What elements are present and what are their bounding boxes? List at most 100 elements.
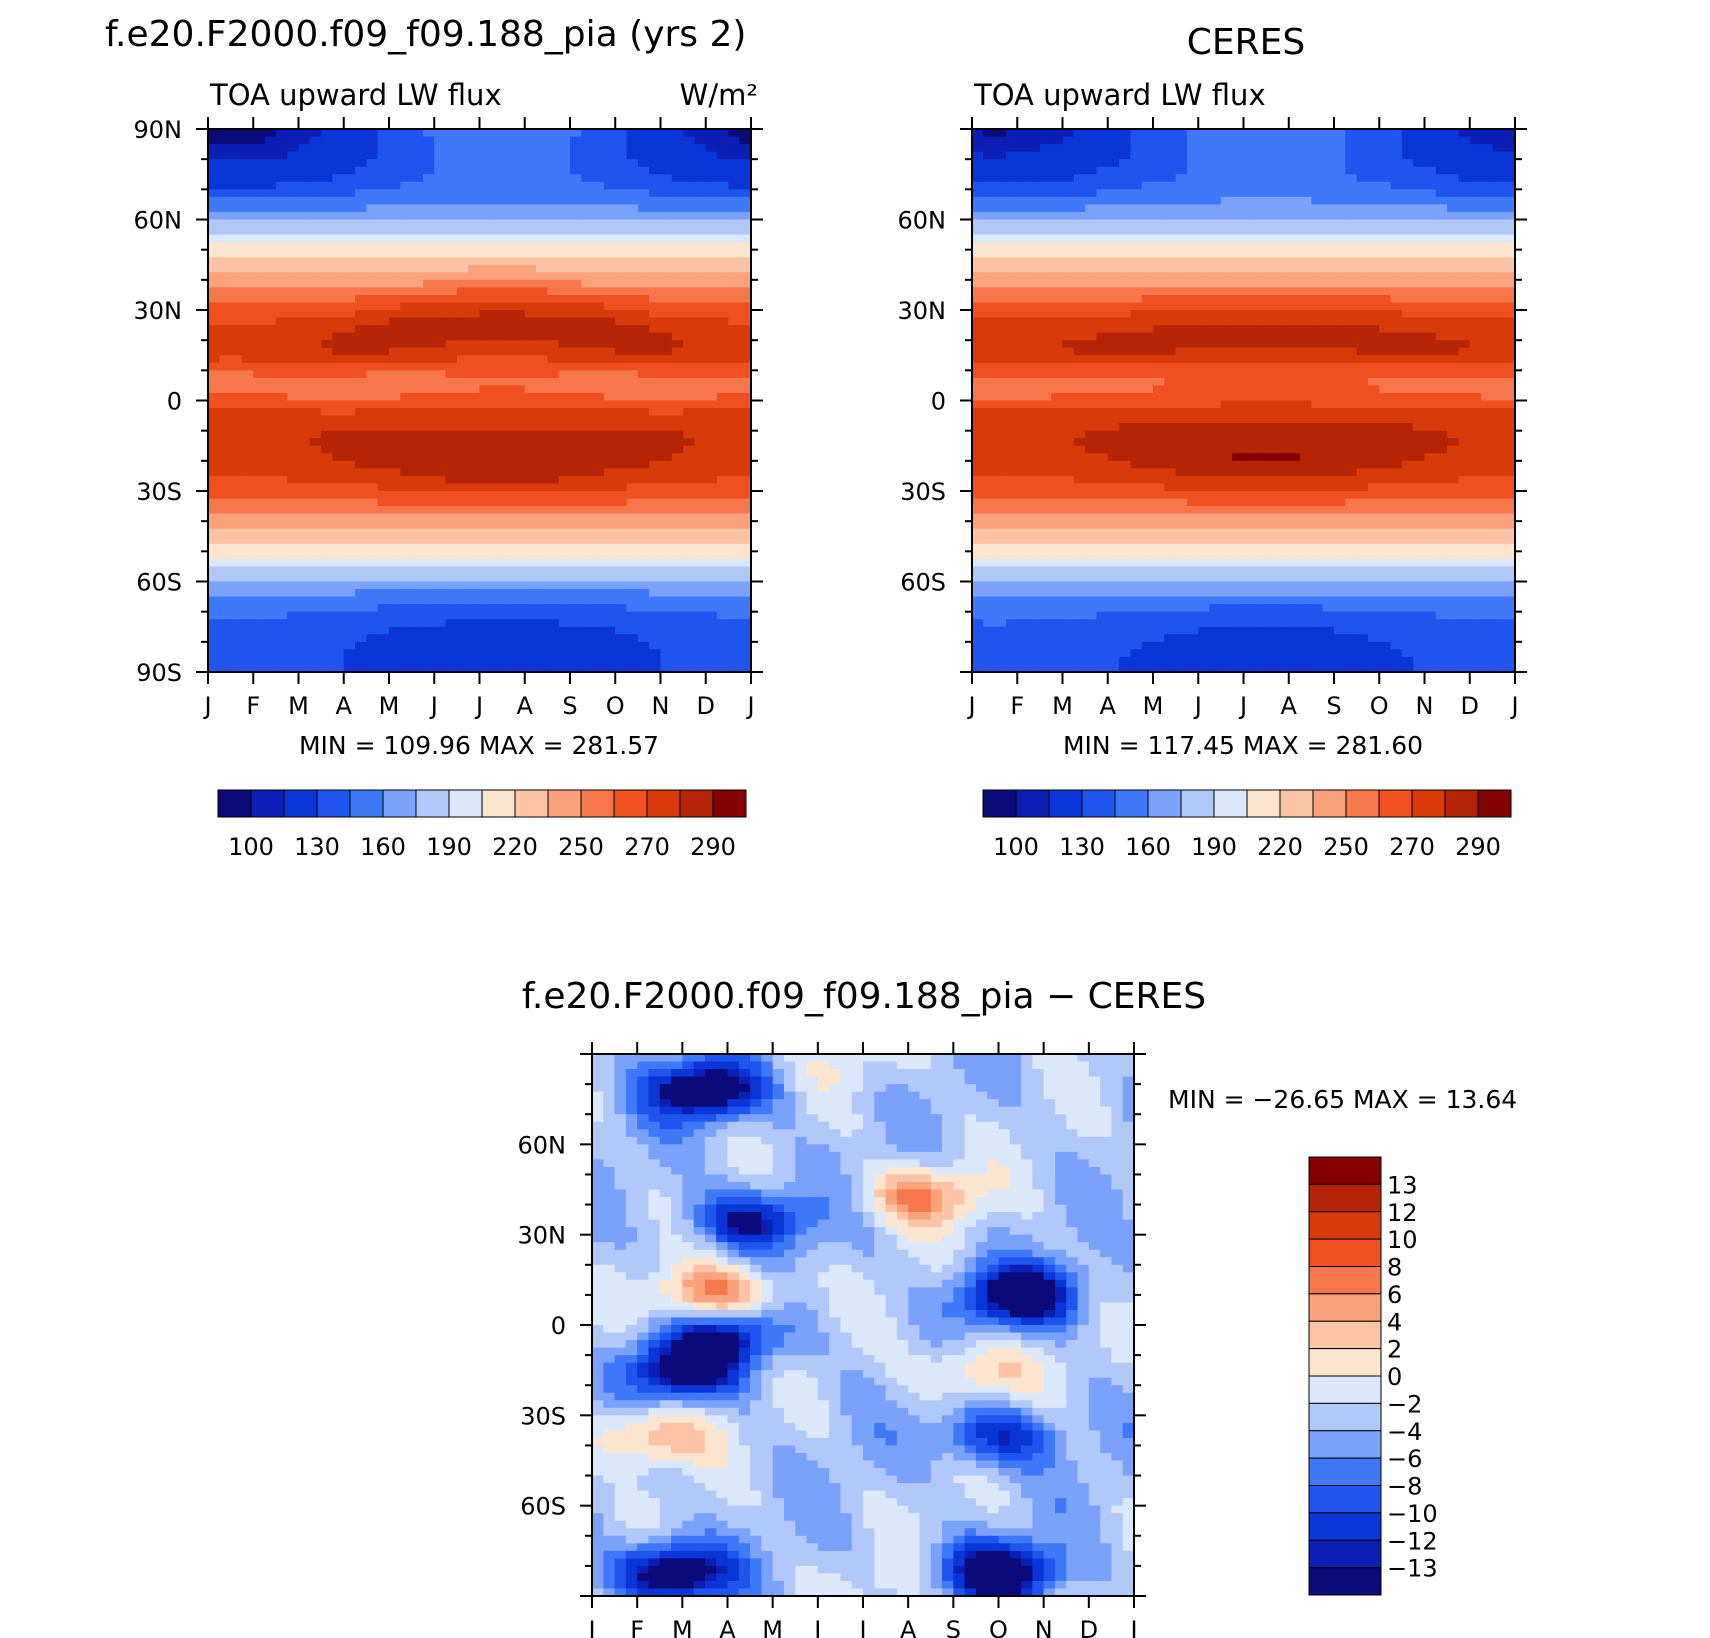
heatmap-cell [1322,196,1335,206]
heatmap-cell [479,310,492,319]
heatmap-cell [411,385,424,394]
heatmap-cell [1096,294,1109,304]
heatmap-cell [603,287,616,296]
heatmap-cell [592,573,605,583]
heatmap-cell [332,294,345,304]
heatmap-cell [366,445,379,454]
heatmap-cell [400,453,413,462]
heatmap-cell [355,310,367,319]
heatmap-cell [637,227,650,236]
heatmap-cell [570,498,582,507]
heatmap-cell [717,619,729,628]
heatmap-cell [468,249,481,258]
heatmap-cell [1356,234,1369,243]
heatmap-cell [1232,174,1245,183]
heatmap-cell [705,634,718,643]
heatmap-cell [434,491,447,500]
heatmap-cell [1153,264,1165,273]
heatmap-cell [1447,310,1460,319]
heatmap-cell [434,408,447,417]
heatmap-cell [366,257,379,266]
heatmap-cell [1085,144,1098,153]
heatmap-cell [581,264,594,273]
heatmap-cell [219,543,232,552]
heatmap-cell [1481,287,1493,296]
heatmap-cell [705,362,718,371]
heatmap-cell [411,483,424,492]
heatmap-cell [321,491,334,500]
heatmap-cell [649,370,662,379]
heatmap-cell [1164,310,1177,319]
heatmap-cell [230,385,243,394]
heatmap-cell [1209,159,1222,168]
heatmap-cell [366,498,379,507]
heatmap-cell [219,506,232,515]
heatmap-cell [1186,310,1199,319]
heatmap-cell [513,340,526,349]
heatmap-cell [1481,257,1493,266]
heatmap-cell [253,272,266,281]
heatmap-cell [1334,129,1346,138]
heatmap-cell [1175,136,1188,145]
heatmap-cell [513,362,526,371]
heatmap-cell [343,136,356,145]
heatmap-cell [241,189,254,198]
heatmap-cell [536,400,548,409]
heatmap-cell [479,400,492,409]
heatmap-cell [343,634,356,643]
panel-model: f.e20.F2000.f09_f09.188_pia (yrs 2) TOA … [105,14,763,861]
heatmap-cell [536,279,548,288]
heatmap-cell [705,242,718,251]
heatmap-cell [570,468,582,477]
heatmap-cell [241,370,254,379]
heatmap-cell [1164,227,1177,236]
heatmap-cell [626,302,639,311]
heatmap-cell [479,189,492,198]
heatmap-cell [1073,332,1086,341]
heatmap-cell [389,219,401,228]
heatmap-cell [1503,257,1515,266]
heatmap-cell [264,415,277,424]
heatmap-cell [343,453,356,462]
heatmap-cell [524,498,537,507]
heatmap-cell [717,604,729,613]
heatmap-cell [253,453,266,462]
heatmap-cell [502,528,515,537]
heatmap-cell [972,317,984,326]
heatmap-cell [400,310,413,319]
heatmap-cell [253,596,266,605]
heatmap-cell [1130,227,1143,236]
heatmap-cell [1096,325,1109,334]
heatmap-cell [253,483,266,492]
heatmap-cell [1232,159,1245,168]
heatmap-cell [332,264,345,273]
heatmap-cell [1345,340,1358,349]
heatmap-cell [298,566,311,575]
heatmap-cell [1051,159,1064,168]
heatmap-cell [1017,234,1030,243]
heatmap-cell [1085,136,1098,145]
heatmap-cell [230,468,243,477]
heatmap-cell [728,129,741,138]
heatmap-cell [558,377,571,387]
heatmap-cell [309,211,322,221]
heatmap-cell [694,506,707,515]
heatmap-cell [253,581,266,590]
heatmap-cell [694,332,707,341]
heatmap-cell [626,377,639,387]
heatmap-cell [592,249,605,258]
heatmap-cell [1401,219,1414,228]
heatmap-cell [717,641,729,650]
heatmap-cell [570,227,582,236]
heatmap-cell [230,460,243,469]
heatmap-cell [1288,151,1301,160]
heatmap-cell [389,249,401,258]
heatmap-cell [1447,159,1460,168]
heatmap-cell [1413,302,1426,311]
heatmap-cell [581,317,594,326]
heatmap-cell [1401,340,1414,349]
heatmap-cell [422,144,435,153]
heatmap-cell [287,166,300,175]
heatmap-cell [536,634,548,643]
heatmap-cell [400,249,413,258]
